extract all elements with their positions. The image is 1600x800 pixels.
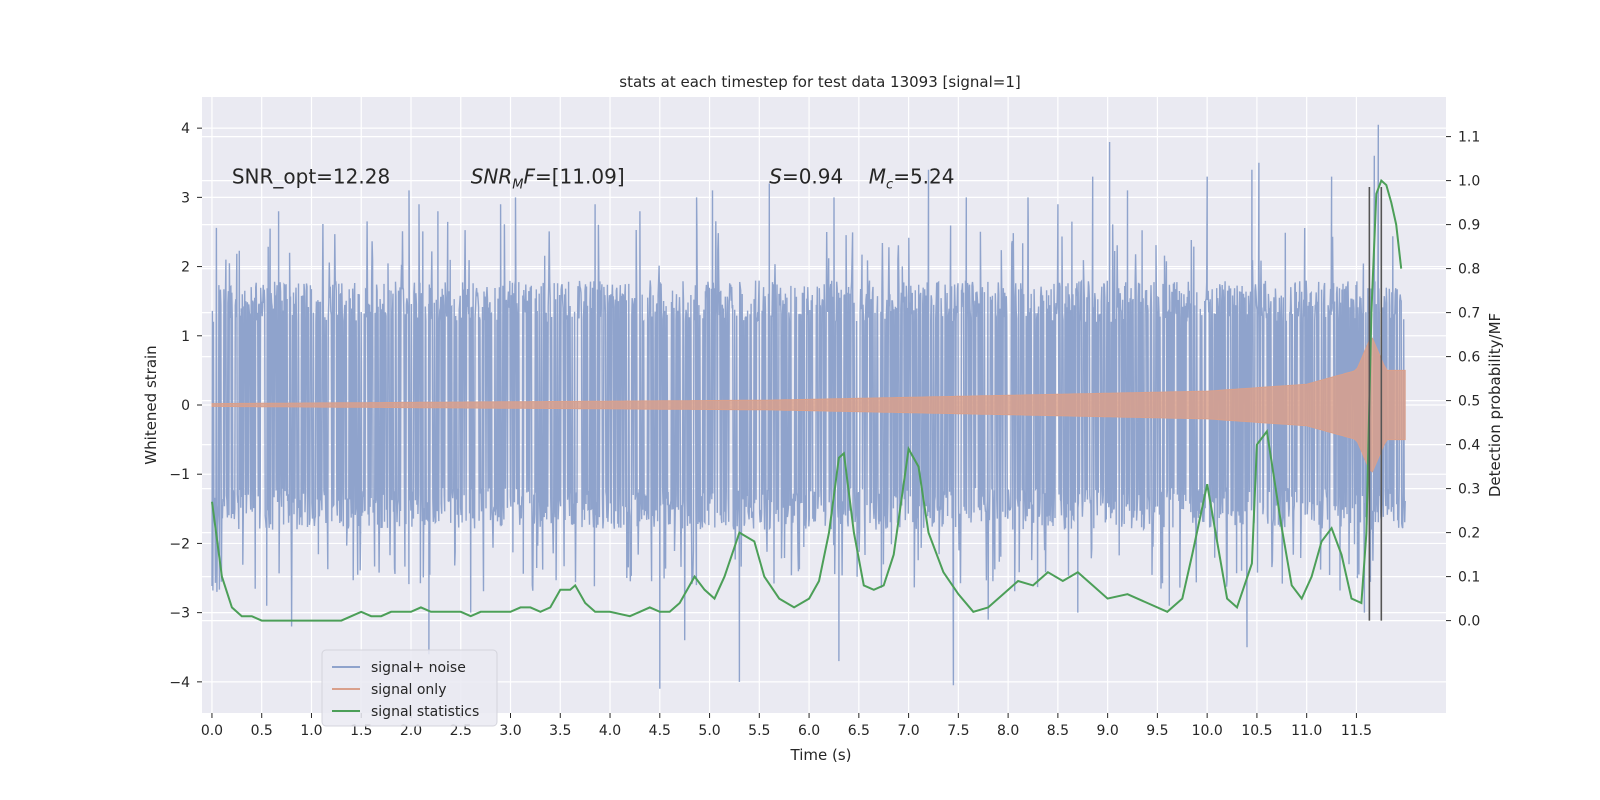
annotation-2: SNRMF=[11.09]	[471, 165, 625, 193]
chart-title: stats at each timestep for test data 130…	[619, 73, 1020, 91]
annotation-subscript: c	[886, 178, 893, 193]
y2-tick-label: 0.7	[1458, 306, 1480, 322]
y2-tick-label: 0.9	[1458, 218, 1480, 234]
x-tick-label: 4.5	[649, 723, 671, 739]
annotation-1: SNR_opt=12.28	[232, 165, 390, 189]
y-tick-label: −2	[169, 536, 190, 552]
x-tick-label: 1.0	[300, 723, 322, 739]
x-tick-label: 8.5	[1047, 723, 1069, 739]
x-tick-label: 0.5	[251, 723, 273, 739]
annotation-value-rest: =[11.09]	[535, 165, 625, 189]
legend	[321, 649, 498, 727]
x-tick-label: 11.0	[1291, 723, 1322, 739]
x-tick-label: 3.5	[549, 723, 571, 739]
y2-tick-label: 0.5	[1458, 394, 1480, 410]
legend-label: signal statistics	[371, 704, 479, 720]
y-tick-label: −1	[169, 467, 190, 483]
y2-tick-label: 0.6	[1458, 350, 1480, 366]
x-tick-label: 5.0	[698, 723, 720, 739]
x-tick-label: 5.5	[748, 723, 770, 739]
annotation-value: =5.24	[893, 165, 954, 189]
x-tick-label: 6.5	[848, 723, 870, 739]
y2-tick-label: 1.0	[1458, 174, 1480, 190]
x-tick-label: 7.5	[947, 723, 969, 739]
x-tick-label: 0.0	[201, 723, 223, 739]
annotation-symbol: S	[769, 165, 782, 189]
y2-tick-label: 0.4	[1458, 438, 1480, 454]
y2-tick-label: 0.0	[1458, 614, 1480, 630]
y-axis-title: Whitened strain	[142, 345, 160, 464]
legend-label: signal+ noise	[371, 660, 466, 676]
x-tick-label: 4.0	[599, 723, 621, 739]
y-tick-label: 2	[181, 260, 190, 276]
series-signal-noise	[211, 124, 1406, 689]
series-signal-statistics	[211, 178, 1403, 622]
y-tick-label: −4	[169, 675, 190, 691]
x-tick-label: 10.0	[1192, 723, 1223, 739]
legend-label: signal only	[371, 682, 446, 698]
x-tick-label: 2.0	[400, 723, 422, 739]
x-tick-label: 9.0	[1096, 723, 1118, 739]
annotation-symbol: SNR	[471, 165, 513, 189]
y2-tick-label: 0.8	[1458, 262, 1480, 278]
x-axis-title: Time (s)	[790, 746, 852, 764]
series-signal-only	[211, 337, 1406, 473]
y-tick-label: 1	[181, 329, 190, 345]
x-tick-label: 10.5	[1241, 723, 1272, 739]
x-tick-label: 9.5	[1146, 723, 1168, 739]
x-tick-label: 11.5	[1341, 723, 1372, 739]
x-tick-label: 2.5	[450, 723, 472, 739]
x-tick-label: 3.0	[499, 723, 521, 739]
annotation-value: F	[523, 165, 535, 189]
y2-tick-label: 1.1	[1458, 130, 1480, 146]
x-tick-label: 1.5	[350, 723, 372, 739]
y-tick-label: −3	[169, 606, 190, 622]
x-tick-label: 7.0	[897, 723, 919, 739]
y2-tick-label: 0.3	[1458, 482, 1480, 498]
y2-axis-title: Detection probability/MF	[1486, 313, 1504, 497]
y-tick-label: 4	[181, 121, 190, 137]
annotation-symbol: M	[869, 165, 886, 189]
x-tick-label: 6.0	[798, 723, 820, 739]
annotation-value: =0.94	[782, 165, 843, 189]
x-tick-label: 8.0	[997, 723, 1019, 739]
y2-tick-label: 0.1	[1458, 570, 1480, 586]
annotation-4: Mc=5.24	[869, 165, 955, 193]
annotation-subscript: M	[512, 178, 523, 193]
annotation-3: S=0.94	[769, 165, 843, 189]
y-tick-label: 0	[181, 398, 190, 414]
y2-tick-label: 0.2	[1458, 526, 1480, 542]
y-tick-label: 3	[181, 190, 190, 206]
